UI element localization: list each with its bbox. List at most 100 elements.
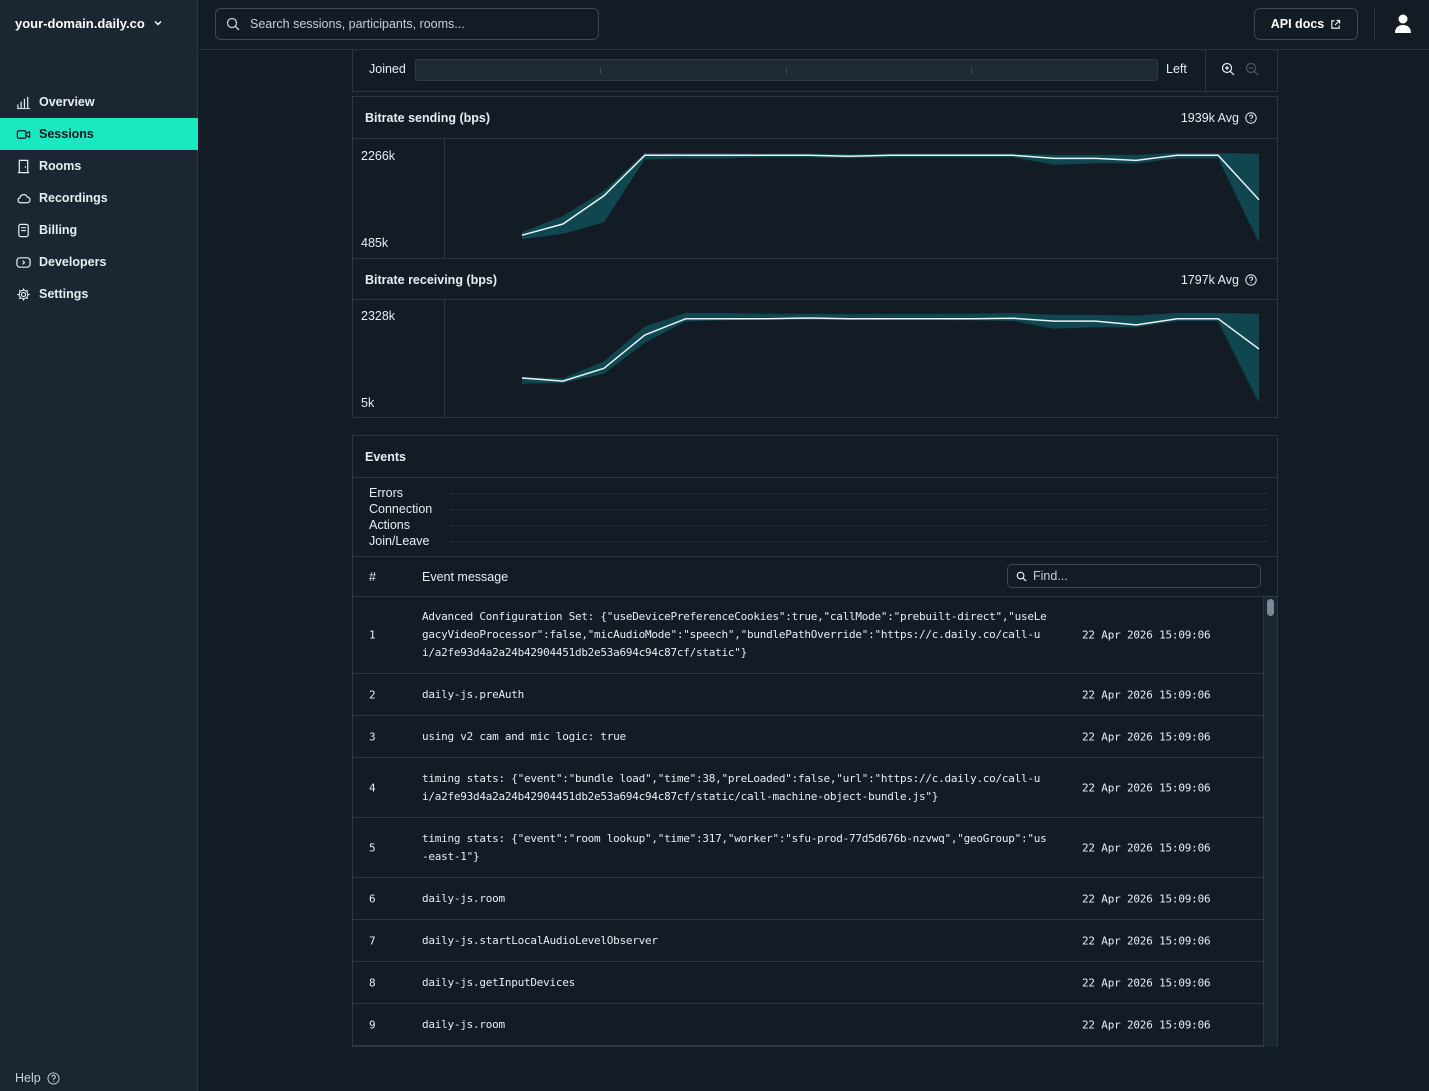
sidebar-item-billing[interactable]: Billing <box>0 214 198 246</box>
y-axis-min: 485k <box>361 236 389 250</box>
table-row[interactable]: 1 Advanced Configuration Set: {"useDevice… <box>353 597 1263 674</box>
lane-track <box>451 541 1267 542</box>
timeline-scrubber[interactable] <box>415 59 1158 81</box>
sidebar-item-label: Developers <box>39 255 107 269</box>
axis-divider <box>444 139 445 258</box>
door-icon <box>17 159 30 173</box>
info-icon[interactable] <box>1245 274 1257 286</box>
event-timestamp: 22 Apr 2026 15:09:06 <box>1082 730 1211 743</box>
event-message: daily-js.preAuth <box>422 687 524 701</box>
chart-header-receiving: Bitrate receiving (bps) 1797k Avg <box>353 258 1277 300</box>
api-docs-label: API docs <box>1270 17 1325 31</box>
user-icon[interactable] <box>1391 12 1415 36</box>
row-number: 8 <box>369 976 376 989</box>
event-message: daily-js.getInputDevices <box>422 975 575 989</box>
y-axis-max: 2266k <box>361 149 396 163</box>
zoom-out-icon[interactable] <box>1245 62 1259 76</box>
scrollbar-thumb[interactable] <box>1267 599 1274 616</box>
divider <box>1374 8 1375 40</box>
axis-divider <box>444 299 445 418</box>
row-number: 1 <box>369 628 376 642</box>
sidebar: your-domain.daily.co Overview Sessions R… <box>0 0 198 1091</box>
search-input[interactable] <box>250 17 580 31</box>
external-link-icon <box>1331 19 1341 29</box>
table-row[interactable]: 2 daily-js.preAuth 22 Apr 2026 15:09:06 <box>353 674 1263 716</box>
help-link[interactable]: Help <box>15 1069 60 1087</box>
table-row[interactable]: 7 daily-js.startLocalAudioLevelObserver 22… <box>353 920 1263 962</box>
event-lanes: Errors Connection Actions Join/Leave <box>353 478 1277 557</box>
event-message: daily-js.startLocalAudioLevelObserver <box>422 933 658 947</box>
chevron-down-icon <box>154 20 162 26</box>
domain-name: your-domain.daily.co <box>15 15 145 31</box>
lane-label-connection: Connection <box>369 502 433 516</box>
event-timestamp: 22 Apr 2026 15:09:06 <box>1082 688 1211 701</box>
lane-label-errors: Errors <box>369 486 404 500</box>
table-row[interactable]: 4 timing stats: {"event":"bundle load","t… <box>353 758 1263 818</box>
sidebar-nav: Overview Sessions Rooms Recordings Billi… <box>0 86 198 310</box>
chart-average-value: 1939k Avg <box>1180 111 1239 125</box>
sidebar-item-label: Sessions <box>39 127 94 141</box>
table-row[interactable]: 8 daily-js.getInputDevices 22 Apr 2026 15:… <box>353 962 1263 1004</box>
cloud-icon <box>17 193 31 203</box>
event-message: Advanced Configuration Set: {"useDeviceP… <box>422 610 1047 659</box>
column-header-number: # <box>369 570 376 584</box>
events-header: Events <box>353 436 1277 478</box>
help-label: Help <box>15 1071 41 1085</box>
info-icon[interactable] <box>1245 112 1257 124</box>
search-icon <box>226 17 240 31</box>
row-number: 7 <box>369 934 376 947</box>
sidebar-item-label: Overview <box>39 95 95 109</box>
timeline-tick <box>971 68 972 74</box>
event-timestamp: 22 Apr 2026 15:09:06 <box>1082 841 1211 854</box>
event-message: daily-js.room <box>422 1017 505 1031</box>
chart-title: Bitrate sending (bps) <box>365 111 491 125</box>
scrollbar[interactable] <box>1263 597 1277 1047</box>
event-message: timing stats: {"event":"room lookup","ti… <box>422 831 1047 863</box>
sidebar-item-label: Billing <box>39 223 78 237</box>
event-timestamp: 22 Apr 2026 15:09:06 <box>1082 976 1211 989</box>
sidebar-item-overview[interactable]: Overview <box>0 86 198 118</box>
sidebar-item-rooms[interactable]: Rooms <box>0 150 198 182</box>
table-row[interactable]: 3 using v2 cam and mic logic: true 22 Apr … <box>353 716 1263 758</box>
divider <box>1205 50 1206 91</box>
chart-average-value: 1797k Avg <box>1180 273 1239 287</box>
table-row[interactable]: 6 daily-js.room 22 Apr 2026 15:09:06 <box>353 878 1263 920</box>
column-header-message: Event message <box>422 570 509 584</box>
question-circle-icon <box>47 1071 60 1085</box>
zoom-in-icon[interactable] <box>1221 62 1235 76</box>
sidebar-item-settings[interactable]: Settings <box>0 278 198 310</box>
sidebar-item-recordings[interactable]: Recordings <box>0 182 198 214</box>
timeline-panel: Joined Left <box>352 50 1278 92</box>
bitrate-receiving-plot <box>521 313 1260 403</box>
event-timestamp: 22 Apr 2026 15:09:06 <box>1082 892 1211 905</box>
lane-track <box>451 525 1267 526</box>
chart-average: 1797k Avg <box>1181 273 1257 287</box>
sidebar-item-label: Rooms <box>39 159 82 173</box>
event-timestamp: 22 Apr 2026 15:09:06 <box>1082 628 1211 642</box>
find-input[interactable] <box>1033 569 1233 583</box>
bitrate-series-line <box>521 317 1260 382</box>
left-label: Left <box>1166 62 1187 76</box>
table-row[interactable]: 5 timing stats: {"event":"room lookup","t… <box>353 818 1263 878</box>
sidebar-item-developers[interactable]: Developers <box>0 246 198 278</box>
event-timestamp: 22 Apr 2026 15:09:06 <box>1082 1018 1211 1031</box>
table-row[interactable]: 9 daily-js.room 22 Apr 2026 15:09:06 <box>353 1004 1263 1046</box>
row-number: 2 <box>369 688 376 701</box>
event-message: timing stats: {"event":"bundle load","ti… <box>422 771 1041 803</box>
row-number: 3 <box>369 730 376 743</box>
bitrate-series-line <box>521 154 1260 236</box>
bitrate-panel: Bitrate sending (bps) 1939k Avg 2266k 48… <box>352 96 1278 418</box>
search-box[interactable] <box>215 8 599 40</box>
chart-receiving: 2328k 5k <box>353 299 1277 418</box>
bitrate-range-band <box>522 313 1259 403</box>
gear-icon <box>17 287 30 301</box>
sidebar-item-sessions[interactable]: Sessions <box>0 118 198 150</box>
bar-chart-icon <box>16 96 31 109</box>
bitrate-sending-plot <box>521 153 1260 243</box>
find-box[interactable] <box>1007 564 1261 588</box>
domain-switcher[interactable]: your-domain.daily.co <box>15 14 163 32</box>
api-docs-button[interactable]: API docs <box>1254 8 1358 40</box>
row-number: 9 <box>369 1018 376 1031</box>
lane-label-join-leave: Join/Leave <box>369 534 430 548</box>
sidebar-item-label: Settings <box>39 287 89 301</box>
